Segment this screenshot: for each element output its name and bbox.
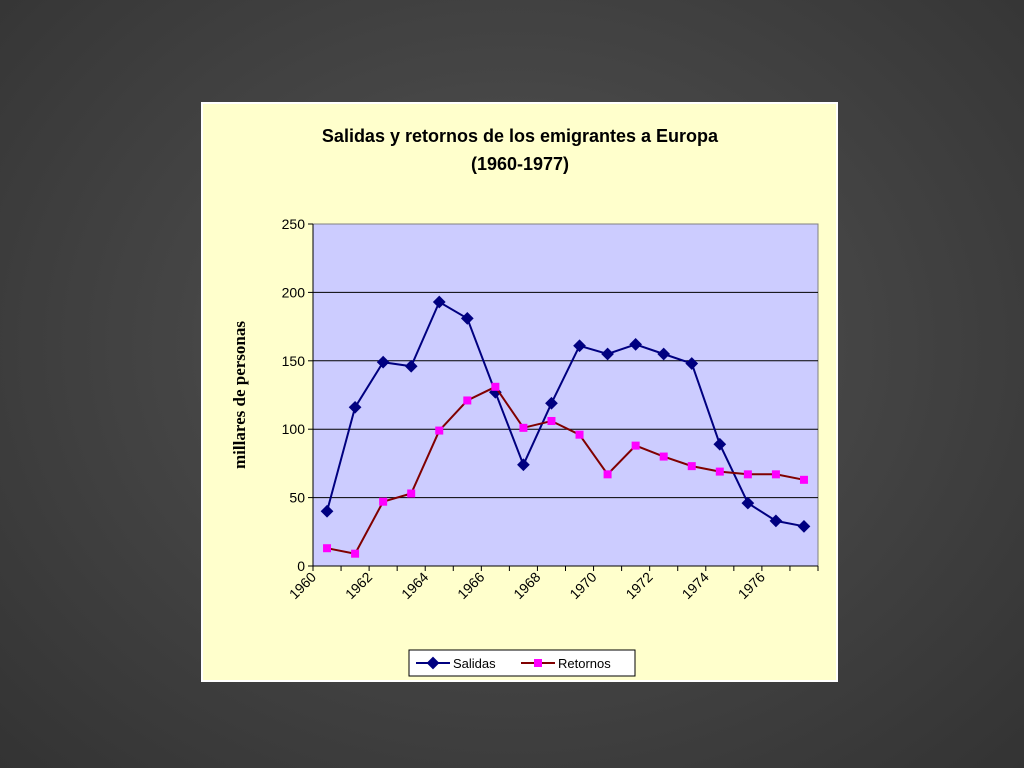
x-tick-label-1976: 1976: [735, 569, 768, 602]
y-tick-label-200: 200: [282, 284, 306, 300]
chart-title: Salidas y retornos de los emigrantes a E…: [322, 126, 719, 146]
series-retornos-point-1960: [323, 544, 332, 553]
series-salidas-point-1971: [629, 338, 643, 351]
legend-retornos-label: Retornos: [558, 656, 611, 671]
y-tick-label-0: 0: [297, 558, 305, 574]
series-retornos-point-1969: [575, 430, 584, 439]
series-retornos-point-1972: [659, 452, 668, 461]
chart-subtitle: (1960-1977): [471, 154, 569, 174]
series-salidas-point-1967: [517, 458, 530, 472]
x-tick-label-1974: 1974: [679, 569, 712, 602]
series-retornos-line: [326, 385, 805, 555]
series-salidas-point-1964: [432, 295, 446, 309]
legend: Salidas Retornos: [408, 649, 636, 677]
series-retornos-point-1975: [743, 470, 752, 479]
y-axis-label: millares de personas: [230, 321, 249, 469]
series-retornos-point-1967: [519, 423, 528, 432]
series-retornos-point-1977: [799, 475, 808, 484]
chart-card: Salidas y retornos de los emigrantes a E…: [201, 102, 838, 682]
x-tick-label-1972: 1972: [622, 569, 655, 602]
legend-retornos-marker: [534, 659, 542, 667]
series-retornos-point-1962: [379, 497, 388, 506]
series-retornos-point-1963: [407, 489, 416, 498]
x-tick-label-1968: 1968: [510, 569, 543, 602]
series-salidas-point-1963: [404, 359, 418, 373]
y-tick-label-100: 100: [282, 421, 306, 437]
x-tick-label-1966: 1966: [454, 569, 487, 602]
series-retornos-point-1971: [631, 441, 640, 450]
series-retornos-point-1974: [715, 467, 724, 476]
series-retornos-point-1973: [687, 462, 696, 471]
series-retornos-point-1970: [603, 470, 612, 479]
series-retornos-point-1961: [351, 549, 360, 558]
series-salidas-point-1965: [460, 312, 474, 325]
line-chart: Salidas y retornos de los emigrantes a E…: [230, 126, 819, 677]
series-retornos-point-1966: [491, 382, 500, 391]
x-tick-label-1964: 1964: [398, 569, 431, 602]
series-retornos-point-1976: [771, 470, 780, 479]
x-tick-label-1970: 1970: [566, 569, 599, 602]
series-retornos-point-1965: [463, 396, 472, 405]
series-salidas-point-1970: [601, 347, 614, 361]
series-salidas-point-1960: [320, 504, 334, 518]
y-tick-label-250: 250: [282, 216, 306, 232]
y-tick-label-50: 50: [289, 490, 305, 506]
x-tick-label-1962: 1962: [342, 569, 375, 602]
series-retornos-point-1968: [547, 416, 556, 425]
plot-background: [312, 223, 819, 567]
y-tick-label-150: 150: [282, 353, 306, 369]
series-salidas-point-1961: [348, 400, 362, 414]
x-tick-label-1960: 1960: [286, 569, 319, 602]
plot-area: 0 50 100 150 200 250 1960 1962 1964 1966 1968 1970 1…: [282, 216, 819, 602]
series-salidas-point-1962: [376, 355, 390, 369]
series-retornos-point-1964: [435, 426, 444, 435]
legend-salidas-label: Salidas: [453, 656, 496, 671]
